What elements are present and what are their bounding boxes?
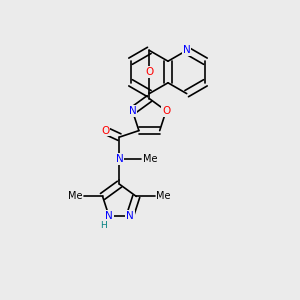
Text: H: H — [100, 221, 106, 230]
Text: Me: Me — [143, 154, 158, 164]
Text: O: O — [145, 67, 153, 77]
Text: N: N — [129, 106, 136, 116]
Text: N: N — [126, 211, 134, 221]
Text: N: N — [105, 211, 113, 221]
Text: Me: Me — [156, 191, 171, 201]
Text: N: N — [116, 154, 123, 164]
Text: O: O — [162, 106, 170, 116]
Text: O: O — [101, 126, 110, 136]
Text: N: N — [183, 45, 190, 56]
Text: Me: Me — [68, 191, 82, 201]
